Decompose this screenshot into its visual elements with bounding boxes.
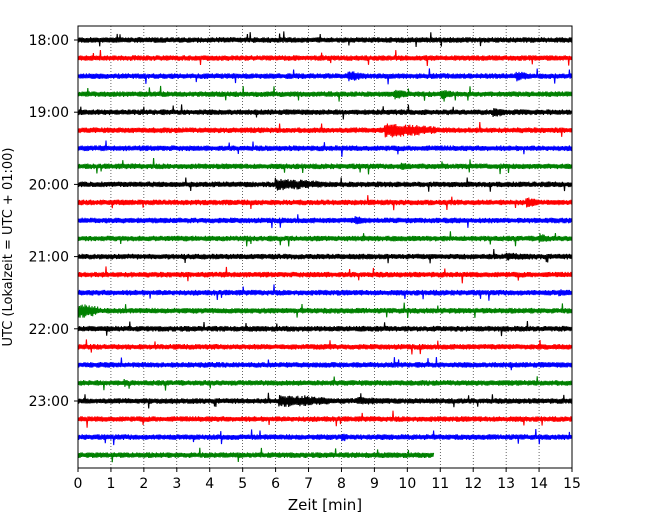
x-tick-label: 4 xyxy=(205,476,214,492)
seismic-traces xyxy=(77,31,573,463)
trace-2245 xyxy=(77,376,573,391)
trace-1945 xyxy=(77,157,573,175)
x-tick-label: 10 xyxy=(398,476,416,492)
trace-2200 xyxy=(77,321,573,337)
trace-1915 xyxy=(77,121,573,138)
trace-2115 xyxy=(77,266,573,284)
trace-2045 xyxy=(77,231,573,247)
x-tick-label: 9 xyxy=(370,476,379,492)
x-tick-label: 0 xyxy=(74,476,83,492)
trace-2030 xyxy=(77,214,573,229)
y-tick-label: 21:00 xyxy=(29,250,69,266)
trace-2315 xyxy=(77,410,573,428)
x-tick-label: 6 xyxy=(271,476,280,492)
trace-1830 xyxy=(77,68,573,85)
x-tick-label: 1 xyxy=(106,476,115,492)
trace-2300 xyxy=(77,392,573,409)
trace-2100 xyxy=(77,249,573,264)
trace-1800 xyxy=(77,31,573,48)
x-tick-label: 8 xyxy=(337,476,346,492)
y-axis-ticks: 18:00 19:00 20:00 21:00 22:00 23:00 xyxy=(29,33,78,410)
x-tick-label: 12 xyxy=(464,476,482,492)
x-axis-label: Zeit [min] xyxy=(288,496,362,514)
trace-2230 xyxy=(77,357,573,371)
y-tick-label: 19:00 xyxy=(29,105,69,121)
trace-2330 xyxy=(77,428,573,446)
y-tick-label: 20:00 xyxy=(29,177,69,193)
trace-1900 xyxy=(77,104,573,120)
x-tick-label: 13 xyxy=(497,476,515,492)
x-tick-label: 14 xyxy=(530,476,548,492)
x-tick-label: 11 xyxy=(431,476,449,492)
trace-2145 xyxy=(77,302,573,318)
trace-2215 xyxy=(77,339,573,355)
trace-1815 xyxy=(77,49,573,67)
y-axis-label: UTC (Lokalzeit = UTC + 01:00) xyxy=(1,148,16,347)
trace-2000 xyxy=(77,177,573,192)
trace-2130 xyxy=(77,284,573,301)
x-tick-label: 15 xyxy=(563,476,581,492)
plot-frame xyxy=(77,25,573,469)
y-tick-label: 23:00 xyxy=(29,394,69,410)
trace-2345 xyxy=(77,447,435,463)
x-tick-label: 2 xyxy=(139,476,148,492)
y-tick-label: 18:00 xyxy=(29,33,69,49)
trace-1845 xyxy=(77,85,573,102)
x-tick-label: 7 xyxy=(304,476,313,492)
trace-1930 xyxy=(77,140,573,157)
trace-2015 xyxy=(77,195,573,211)
x-tick-label: 3 xyxy=(172,476,181,492)
x-tick-label: 5 xyxy=(238,476,247,492)
y-tick-label: 22:00 xyxy=(29,322,69,338)
x-axis-ticks: 0 1 2 3 4 5 6 7 8 9 10 11 12 13 14 15 xyxy=(74,468,581,492)
